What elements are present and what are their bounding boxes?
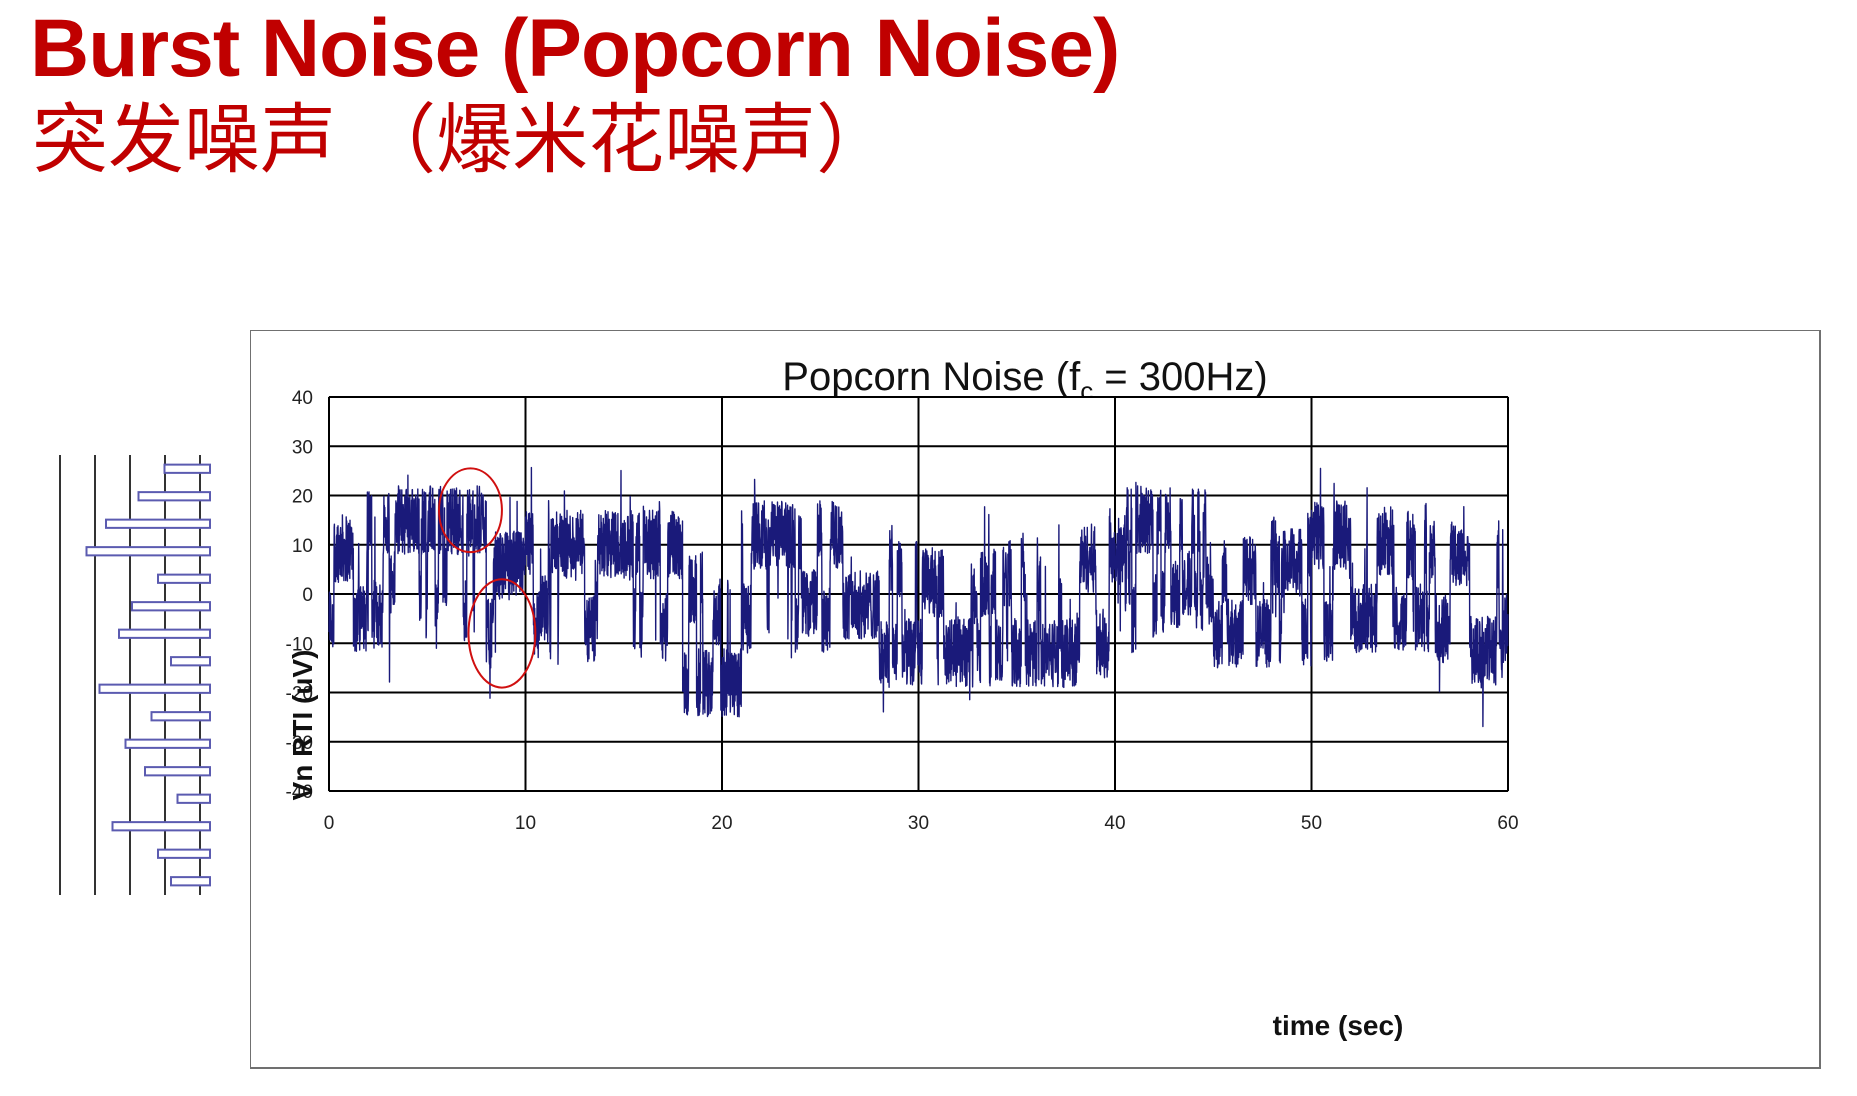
side-bar xyxy=(170,656,211,667)
side-bar xyxy=(157,573,211,584)
x-tick-label: 0 xyxy=(324,813,335,834)
x-tick-label: 50 xyxy=(1301,813,1322,834)
series-layer xyxy=(328,466,1509,728)
x-tick-label: 30 xyxy=(908,813,929,834)
annotation-ellipse xyxy=(467,578,537,689)
annotation-layer xyxy=(438,467,537,689)
x-tick-label: 20 xyxy=(711,813,732,834)
y-axis-label: Vn RTI (uV) xyxy=(287,650,318,801)
y-tick-label: 40 xyxy=(292,388,313,409)
side-bar xyxy=(157,848,211,859)
x-tick-label: 10 xyxy=(515,813,536,834)
y-tick-label: 10 xyxy=(292,536,313,557)
x-tick-label: 60 xyxy=(1497,813,1518,834)
y-tick-label: -10 xyxy=(286,634,313,655)
y-tick-label: -40 xyxy=(286,782,313,803)
y-tick-label: -20 xyxy=(286,684,313,705)
x-tick-label: 40 xyxy=(1104,813,1125,834)
side-bar xyxy=(137,491,211,502)
side-bar xyxy=(111,821,211,832)
side-bar xyxy=(176,793,211,804)
y-tick-label: 20 xyxy=(292,487,313,508)
annotation-ellipse xyxy=(438,467,503,554)
chart-title: Popcorn Noise (fc = 300Hz) xyxy=(782,355,1267,406)
x-axis-label: time (sec) xyxy=(1273,1010,1404,1041)
side-bar xyxy=(105,518,211,529)
chart-title-tail: = 300Hz) xyxy=(1093,355,1268,399)
side-bar xyxy=(85,546,211,557)
side-bar xyxy=(118,628,211,639)
y-tick-label: 0 xyxy=(302,585,313,606)
side-bar xyxy=(124,738,211,749)
side-bar xyxy=(144,766,211,777)
side-bar xyxy=(150,711,211,722)
side-bar xyxy=(98,683,211,694)
series-line xyxy=(328,466,1509,728)
slide-subtitle: 突发噪声 （爆米花噪声） xyxy=(32,95,893,184)
grid-lines xyxy=(328,396,1509,792)
y-tick-label: -30 xyxy=(286,733,313,754)
slide-title: Burst Noise (Popcorn Noise) xyxy=(30,3,1120,94)
side-bar xyxy=(170,876,211,887)
partial-bar-chart-icon xyxy=(59,455,211,895)
axis-layer: 40 30 20 10 0 -10 -20 -30 -40 0 10 20 30 40 50 60 xyxy=(286,388,1519,834)
popcorn-noise-chart: Popcorn Noise (fc = 300Hz) 40 30 20 10 0 -10 -… xyxy=(250,330,1821,1069)
chart-title-main: Popcorn Noise (f xyxy=(782,355,1081,399)
y-tick-label: 30 xyxy=(292,437,313,458)
side-bar xyxy=(131,601,211,612)
side-bar xyxy=(163,463,211,474)
